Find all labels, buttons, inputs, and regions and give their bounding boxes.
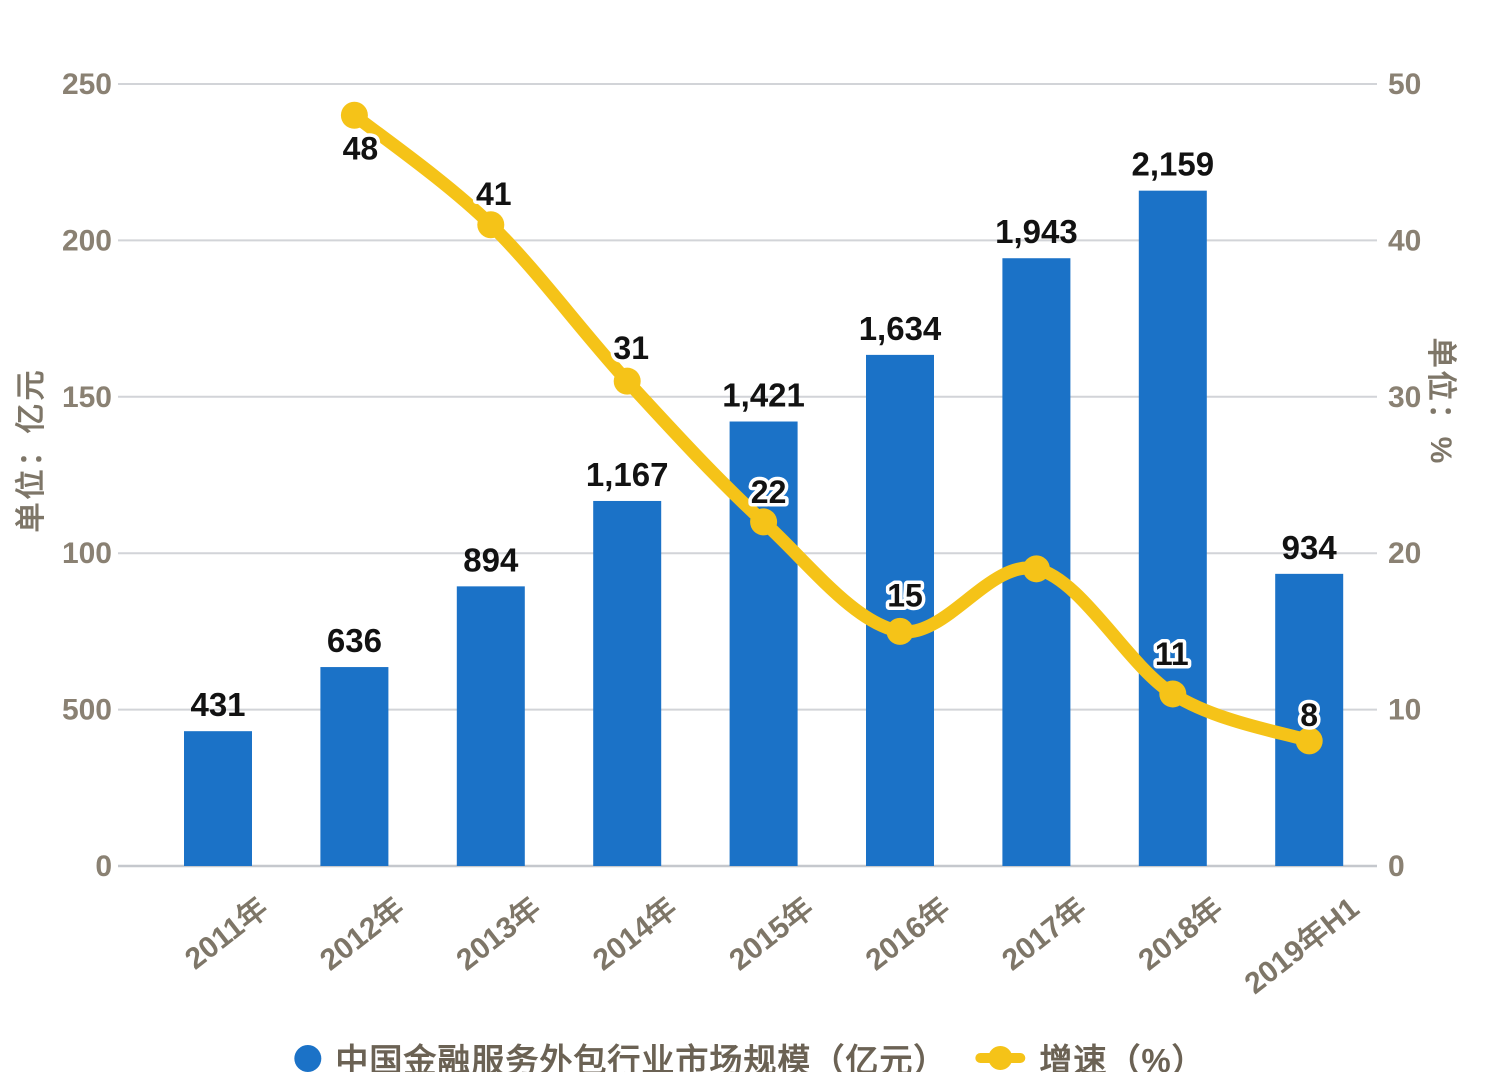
line-value-label: 48 <box>343 130 379 166</box>
x-axis-label: 2013年 <box>451 892 548 978</box>
legend: 中国金融服务外包行业市场规模（亿元） 增速（%） <box>294 1034 1205 1072</box>
left-axis-tick-label: 0 <box>95 850 112 883</box>
legend-item-line: 增速（%） <box>975 1034 1205 1072</box>
line-point-marker <box>886 617 914 645</box>
bar <box>184 731 252 866</box>
bar-value-label: 2,159 <box>1132 146 1215 183</box>
x-axis-label: 2011年 <box>179 892 274 977</box>
right-axis-tick-label: 50 <box>1388 68 1421 101</box>
line-series-label: 增速（%） <box>1039 1042 1206 1072</box>
line-value-label: 15 <box>887 577 923 613</box>
line-series-swatch-dot <box>988 1046 1013 1070</box>
left-axis-tick-label: 100 <box>62 537 112 570</box>
bar-series-label: 中国金融服务外包行业市场规模（亿元） <box>335 1042 948 1072</box>
bar-value-label: 894 <box>463 541 519 578</box>
bar-value-label: 1,634 <box>859 310 942 347</box>
x-axis-label: 2016年 <box>860 892 957 978</box>
bar-value-label: 636 <box>327 622 382 659</box>
line-point-marker <box>340 101 368 129</box>
x-axis-label: 2018年 <box>1133 892 1230 978</box>
bar <box>1138 190 1207 866</box>
right-axis-tick-label: 0 <box>1388 850 1405 883</box>
bar-value-label: 1,167 <box>586 456 669 493</box>
bar-value-label: 431 <box>190 686 245 723</box>
right-axis-title: 单位：% <box>1424 337 1457 467</box>
x-axis-label: 2012年 <box>314 892 411 978</box>
x-axis-label: 2014年 <box>587 892 684 978</box>
left-axis-tick-label: 200 <box>62 224 112 257</box>
line-point-marker <box>613 367 641 395</box>
bar-value-label: 934 <box>1282 529 1338 566</box>
line-point-marker <box>750 508 778 536</box>
bar <box>593 500 662 866</box>
bar-value-label: 1,943 <box>995 213 1078 250</box>
line-value-label: 11 <box>1155 636 1189 672</box>
right-axis-tick-label: 30 <box>1388 381 1421 414</box>
axis-tick-labels: 0 500 100 150 200 250 0 10 20 30 40 50 <box>62 68 1421 883</box>
bar <box>1275 573 1344 866</box>
line-point-marker <box>1159 680 1187 708</box>
line-series-swatch <box>975 1046 1026 1070</box>
right-axis-tick-label: 20 <box>1388 537 1421 570</box>
line-point-marker <box>1022 555 1050 583</box>
left-axis-title: 单位：亿元 <box>15 367 48 533</box>
left-axis-tick-label: 500 <box>62 694 112 727</box>
bar <box>456 586 525 866</box>
line-series: 48 41 31 22 15 11 8 <box>339 101 1323 755</box>
bar-series-swatch <box>294 1044 322 1072</box>
line-value-label: 31 <box>613 330 649 366</box>
growth-line <box>347 108 1316 748</box>
right-axis-tick-label: 10 <box>1388 694 1421 727</box>
line-value-label: 8 <box>1300 697 1318 733</box>
line-value-label: 22 <box>751 474 787 510</box>
bar <box>320 667 389 866</box>
line-point-marker <box>1295 727 1323 755</box>
x-axis-label: 2019年H1 <box>1239 892 1366 1001</box>
line-point-marker <box>477 211 505 239</box>
left-axis-tick-label: 250 <box>62 68 112 101</box>
line-value-label: 41 <box>476 176 512 212</box>
bar-value-label: 1,421 <box>722 377 805 414</box>
right-axis-tick-label: 40 <box>1388 224 1421 257</box>
x-axis-labels: 2011年 2012年 2013年 2014年 2015年 2016年 2017年 2018年… <box>179 892 1365 1001</box>
bar <box>866 354 934 866</box>
x-axis-label: 2017年 <box>996 892 1093 978</box>
left-axis-tick-label: 150 <box>62 381 112 414</box>
x-axis-label: 2015年 <box>723 892 820 978</box>
legend-item-bar: 中国金融服务外包行业市场规模（亿元） <box>294 1034 947 1072</box>
